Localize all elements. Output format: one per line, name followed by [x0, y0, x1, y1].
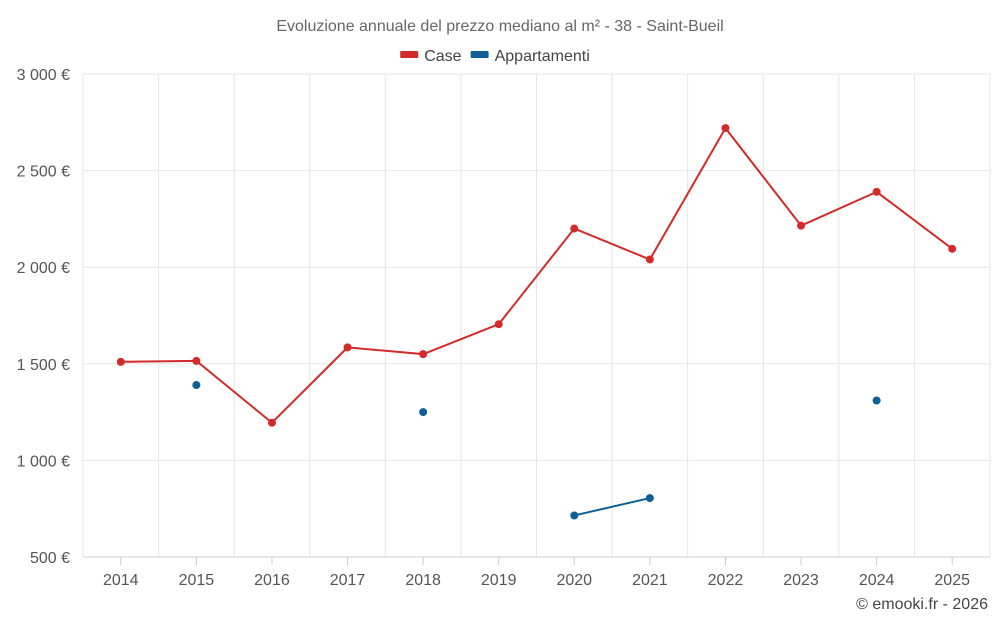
data-point[interactable]: [494, 320, 503, 329]
legend-label: Case: [424, 48, 461, 65]
y-tick-label: 1 000 €: [17, 453, 70, 470]
data-point[interactable]: [645, 255, 654, 264]
y-tick-label: 500 €: [30, 550, 70, 567]
data-point[interactable]: [343, 343, 352, 352]
y-tick-label: 3 000 €: [17, 67, 70, 84]
axes: 500 € 1 000 € 1 500 € 2 000 € 2 500 € 3 000 €…: [17, 67, 990, 589]
y-tick-label: 2 000 €: [17, 260, 70, 277]
data-point[interactable]: [419, 408, 428, 417]
data-point[interactable]: [721, 124, 730, 133]
data-point[interactable]: [116, 357, 125, 366]
legend-item-case[interactable]: Case: [400, 48, 462, 65]
credit-text: © emooki.fr - 2026: [856, 596, 988, 613]
data-point[interactable]: [267, 418, 276, 427]
legend: Case Appartamenti: [400, 48, 590, 65]
x-tick-label: 2025: [934, 572, 970, 589]
x-tick-label: 2019: [481, 572, 517, 589]
data-point[interactable]: [192, 356, 201, 365]
y-tick-label: 1 500 €: [17, 357, 70, 374]
x-tick-label: 2021: [632, 572, 668, 589]
series-case: [116, 124, 957, 427]
data-point[interactable]: [570, 511, 579, 520]
data-point[interactable]: [645, 494, 654, 503]
data-point[interactable]: [570, 224, 579, 233]
series-line: [120, 127, 953, 424]
x-tick-label: 2023: [783, 572, 819, 589]
x-tick-label: 2024: [859, 572, 895, 589]
legend-swatch: [470, 51, 489, 58]
data-point[interactable]: [948, 244, 957, 253]
data-point[interactable]: [872, 396, 881, 405]
x-tick-label: 2016: [254, 572, 290, 589]
x-tick-label: 2017: [330, 572, 366, 589]
y-tick-label: 2 500 €: [17, 164, 70, 181]
x-tick-label: 2018: [405, 572, 441, 589]
x-tick-label: 2022: [708, 572, 744, 589]
x-tick-label: 2020: [556, 572, 592, 589]
series-line: [574, 497, 651, 517]
legend-swatch: [400, 51, 419, 58]
chart-title: Evoluzione annuale del prezzo mediano al…: [276, 18, 723, 35]
series-appartamenti: [192, 381, 881, 520]
legend-item-appartamenti[interactable]: Appartamenti: [470, 48, 590, 65]
grid-lines: [82, 73, 991, 558]
x-tick-label: 2015: [179, 572, 215, 589]
data-point[interactable]: [192, 381, 201, 390]
legend-label: Appartamenti: [495, 48, 590, 65]
x-tick-label: 2014: [103, 572, 139, 589]
series-layer: [116, 124, 957, 520]
data-point[interactable]: [419, 350, 428, 359]
data-point[interactable]: [797, 221, 806, 230]
data-point[interactable]: [872, 187, 881, 196]
